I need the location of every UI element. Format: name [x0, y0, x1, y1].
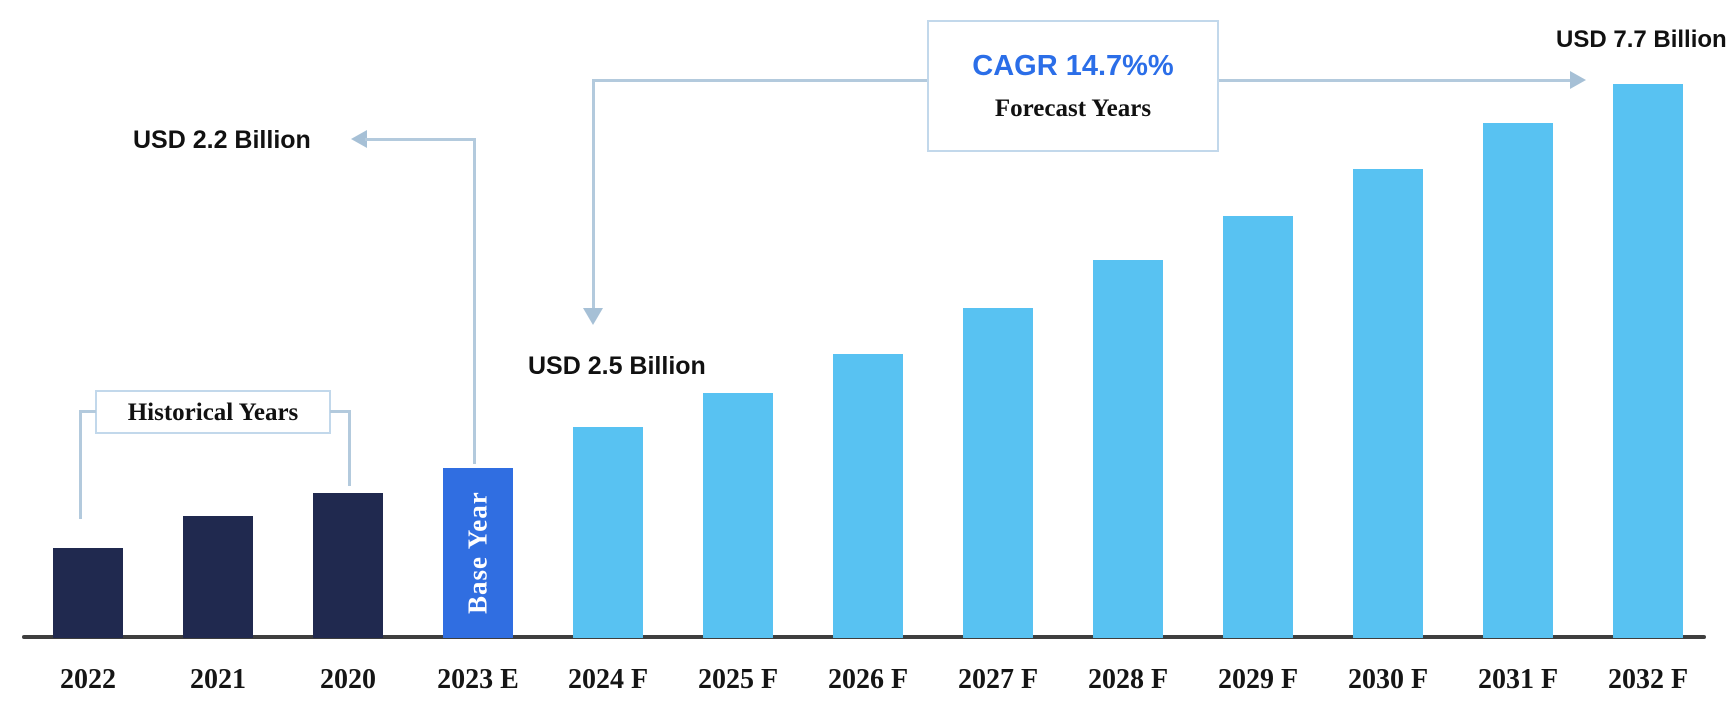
bar-2022 [53, 548, 123, 638]
bar-2021 [183, 516, 253, 638]
base-year-inner-label: Base Year [462, 491, 493, 615]
usd-2-2-connector-hline [365, 138, 475, 141]
bar-2020 [313, 493, 383, 638]
x-tick-label-2023-e: 2023 E [437, 664, 519, 695]
x-tick-label-2028-f: 2028 F [1087, 664, 1169, 695]
x-tick-label-2026-f: 2026 F [827, 664, 909, 695]
bar-2028-f [1093, 260, 1163, 638]
x-tick-label-2025-f: 2025 F [697, 664, 779, 695]
bar-2024-f [573, 427, 643, 638]
usd-2-2-connector-vline [473, 138, 476, 464]
x-tick-label-2030-f: 2030 F [1347, 664, 1429, 695]
forecast-years-label: Forecast Years [994, 95, 1152, 123]
historical-bracket-hline-right [330, 410, 351, 413]
usd-7-7-billion-label: USD 7.7 Billion [1556, 26, 1727, 53]
x-tick-label-2021: 2021 [190, 664, 246, 695]
x-tick-label-2031-f: 2031 F [1477, 664, 1559, 695]
usd-2-2-billion-label: USD 2.2 Billion [133, 126, 311, 154]
x-tick-label-2032-f: 2032 F [1607, 664, 1689, 695]
bar-2032-f [1613, 84, 1683, 638]
bar-2023-e: Base Year [443, 468, 513, 638]
bar-2025-f [703, 393, 773, 638]
bar-2030-f [1353, 169, 1423, 638]
bar-2027-f [963, 308, 1033, 638]
x-tick-label-2027-f: 2027 F [957, 664, 1039, 695]
usd-2-5-billion-label: USD 2.5 Billion [528, 352, 706, 380]
x-tick-label-2022: 2022 [60, 664, 116, 695]
forecast-span-hline-right [1219, 79, 1571, 82]
x-tick-label-2020: 2020 [320, 664, 376, 695]
historical-bracket-hline-left [79, 410, 96, 413]
left-arrowhead-icon [351, 130, 367, 148]
historical-years-label: Historical Years [127, 398, 299, 426]
forecast-span-hline-left [592, 79, 927, 82]
x-tick-label-2024-f: 2024 F [567, 664, 649, 695]
cagr-forecast-box: CAGR 14.7%% Forecast Years [927, 20, 1219, 152]
bar-2026-f [833, 354, 903, 638]
right-arrowhead-icon [1570, 71, 1586, 89]
usd-2-5-connector-vline [592, 79, 595, 309]
bar-2029-f [1223, 216, 1293, 638]
cagr-value-label: CAGR 14.7%% [972, 49, 1174, 82]
down-arrowhead-icon [583, 308, 603, 325]
bar-2031-f [1483, 123, 1553, 638]
historical-bracket-vline-left [79, 410, 82, 519]
historical-years-box: Historical Years [95, 390, 331, 434]
historical-bracket-vline-right [348, 410, 351, 486]
x-tick-label-2029-f: 2029 F [1217, 664, 1299, 695]
